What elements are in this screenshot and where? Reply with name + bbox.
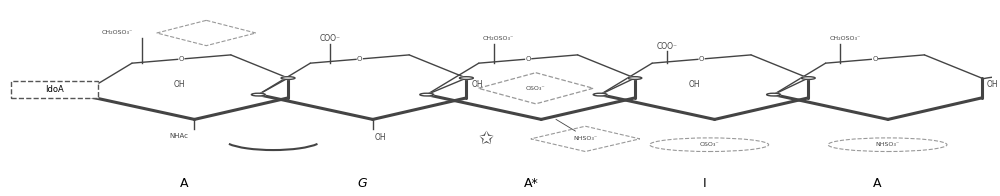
Text: O: O: [699, 56, 704, 62]
Text: A: A: [180, 177, 188, 190]
Text: NHSO₃⁻: NHSO₃⁻: [875, 142, 900, 147]
Text: A*: A*: [523, 177, 538, 190]
Text: OH: OH: [471, 80, 483, 89]
Text: OSO₃⁻: OSO₃⁻: [699, 142, 719, 147]
Text: G: G: [358, 177, 367, 190]
Text: OH: OH: [987, 80, 998, 89]
Circle shape: [420, 93, 434, 96]
Text: OH: OH: [688, 80, 700, 89]
Text: A: A: [873, 177, 882, 190]
Circle shape: [251, 93, 265, 96]
Text: COO⁻: COO⁻: [657, 42, 678, 51]
Text: IdoA: IdoA: [45, 85, 64, 94]
FancyBboxPatch shape: [11, 82, 98, 98]
Circle shape: [459, 77, 473, 79]
Text: O: O: [526, 56, 531, 62]
Text: O: O: [357, 56, 362, 62]
Circle shape: [281, 77, 295, 79]
Text: COO⁻: COO⁻: [320, 34, 341, 43]
Text: OH: OH: [375, 133, 387, 142]
Circle shape: [628, 77, 642, 79]
Text: NHAc: NHAc: [170, 133, 189, 139]
Text: O: O: [872, 56, 878, 62]
Circle shape: [767, 93, 781, 96]
Text: CH₂OSO₃⁻: CH₂OSO₃⁻: [101, 30, 133, 34]
Text: OSO₃⁻: OSO₃⁻: [526, 86, 546, 91]
Text: I: I: [702, 177, 706, 190]
Text: NHSO₃⁻: NHSO₃⁻: [573, 136, 597, 141]
Text: OH: OH: [173, 80, 185, 89]
Circle shape: [593, 93, 607, 96]
Text: ✩: ✩: [479, 130, 494, 148]
Circle shape: [801, 77, 815, 79]
Text: O: O: [179, 56, 184, 62]
Text: CH₂OSO₃⁻: CH₂OSO₃⁻: [483, 36, 514, 41]
Text: CH₂OSO₃⁻: CH₂OSO₃⁻: [830, 36, 861, 41]
